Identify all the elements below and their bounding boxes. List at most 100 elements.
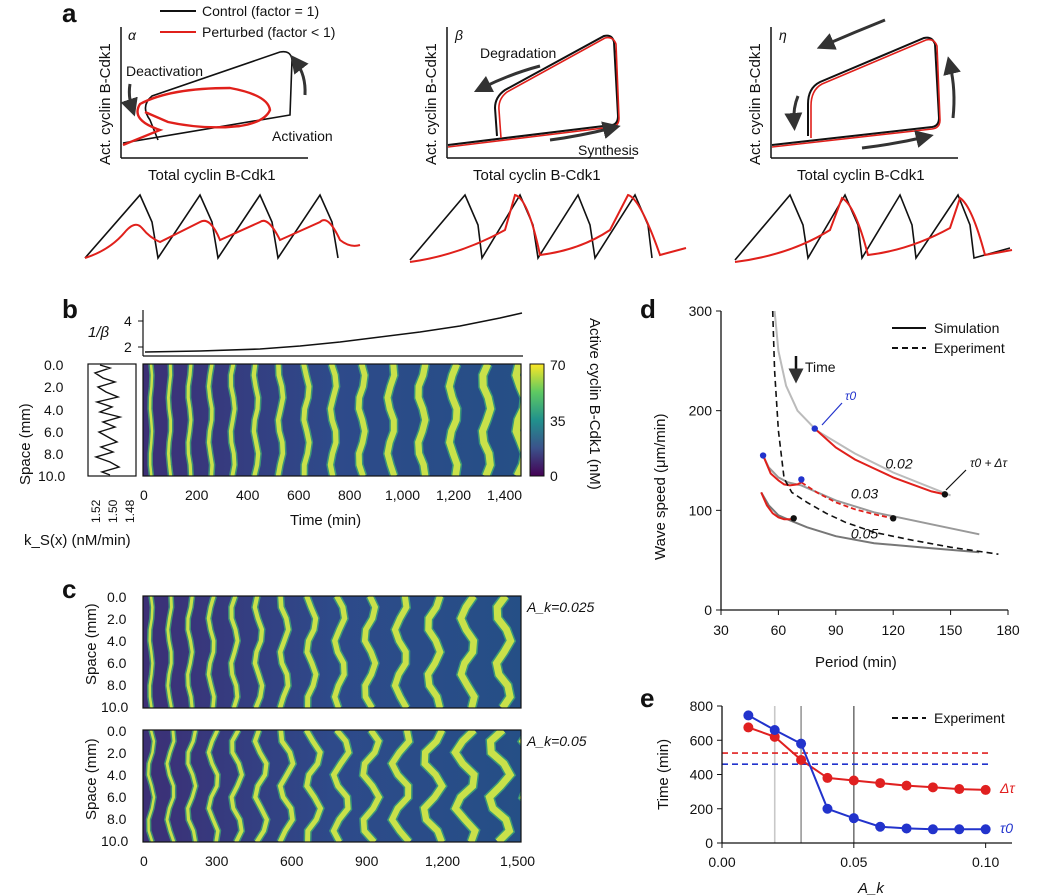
e-point	[822, 772, 833, 783]
d-ylabel: Wave speed (μm/min)	[652, 414, 669, 560]
legend-perturbed-label: Perturbed (factor < 1)	[202, 24, 335, 40]
svg-text:600: 600	[287, 487, 311, 503]
svg-text:6.0: 6.0	[107, 655, 127, 671]
panel-e: e Time (min) 0.00 0.05 0.10 0 200 400 600 800 E…	[640, 683, 1015, 895]
d-xtick-label: 150	[939, 622, 963, 638]
wave-band-core	[610, 596, 627, 708]
svg-text:6.0: 6.0	[44, 424, 64, 440]
d-series-red-0.02	[814, 427, 946, 496]
e-ytick-label: 200	[690, 801, 714, 817]
tau0-pointer	[821, 402, 843, 426]
colorbar: 70 35 0 Active cyclin B-Cdk1 (nM)	[529, 318, 603, 490]
wave-band-core	[301, 364, 312, 476]
ks-xlabel: k_S(x) (nM/min)	[24, 532, 131, 549]
b-yticks: 0.0 2.0 4.0 6.0 8.0 10.0	[38, 357, 65, 484]
d-series-gray-light	[773, 310, 951, 497]
wave-band	[625, 364, 635, 476]
svg-text:6.0: 6.0	[107, 789, 127, 805]
e-point	[769, 724, 780, 735]
wave-band-core	[277, 596, 291, 708]
wave-band	[714, 730, 742, 842]
svg-text:4.0: 4.0	[107, 633, 127, 649]
wave-band-core	[304, 730, 324, 842]
d-ytick-label: 0	[704, 602, 712, 618]
panel-c-label: c	[62, 574, 76, 604]
e-xtick-label: 0.00	[708, 854, 735, 870]
b-ylabel: Space (mm)	[17, 403, 34, 485]
e-point	[954, 784, 965, 795]
wave-band-core	[596, 730, 621, 842]
d-ytick-label: 100	[689, 502, 713, 518]
wave-band-core	[625, 364, 635, 476]
ks-xtick-1: 1.52	[89, 499, 103, 523]
ytick-4: 4	[124, 313, 132, 329]
inverse-beta-label: 1/β	[88, 324, 110, 341]
svg-text:1,400: 1,400	[487, 487, 522, 503]
panel-b-label: b	[62, 294, 78, 324]
wave-band-core	[186, 730, 198, 842]
d-xtick-label: 90	[828, 622, 844, 638]
svg-text:600: 600	[280, 853, 304, 869]
wave-band-core	[229, 730, 244, 842]
d-xtick-label: 60	[771, 622, 787, 638]
wave-band-core	[445, 364, 461, 476]
e-point	[901, 780, 912, 791]
d-point	[759, 452, 767, 459]
d-point	[790, 515, 797, 522]
svg-text:4.0: 4.0	[44, 402, 64, 418]
d-ytick-label: 300	[689, 303, 713, 319]
wave-band-core	[388, 730, 413, 842]
a2-xlabel: Total cyclin B-Cdk1	[473, 167, 601, 184]
e-ytick-label: 600	[690, 732, 714, 748]
e-series-line	[747, 714, 986, 831]
legend-e-experiment: Experiment	[934, 710, 1005, 726]
phase-plot-beta: β Act. cyclin B-Cdk1 Total cyclin B-Cdk1…	[423, 27, 639, 184]
wave-band-core	[252, 730, 270, 842]
c2-ylabel: Space (mm)	[83, 738, 100, 820]
legend-control-label: Control (factor = 1)	[202, 3, 319, 19]
wave-band-core	[485, 730, 515, 842]
d-ytick-label: 200	[689, 403, 713, 419]
wave-band-core	[186, 364, 193, 476]
svg-text:900: 900	[355, 853, 379, 869]
svg-text:10.0: 10.0	[101, 699, 128, 715]
a3-ylabel: Act. cyclin B-Cdk1	[747, 43, 764, 165]
wave-band-core	[714, 730, 742, 842]
wave-band-core	[304, 596, 319, 708]
colorbar-label: Active cyclin B-Cdk1 (nM)	[586, 318, 603, 490]
tau0-label-d: τ0	[845, 389, 856, 403]
svg-text:300: 300	[205, 853, 229, 869]
c1-ylabel: Space (mm)	[83, 603, 100, 685]
wave-band-core	[457, 596, 478, 708]
d-series-gray-mid	[762, 455, 980, 536]
e-ytick-label: 800	[690, 698, 714, 714]
d-series-red-0.03	[762, 455, 802, 487]
wave-band-core	[148, 596, 154, 708]
wave-band-core	[360, 730, 383, 842]
d-series-dashed	[771, 310, 999, 555]
e-point	[822, 803, 833, 814]
wave-band-core	[478, 364, 495, 476]
e-point	[743, 722, 754, 733]
e-point	[980, 824, 991, 835]
wave-band-core	[277, 730, 296, 842]
e-xtick-label: 0.05	[840, 854, 867, 870]
e-ytick-label: 400	[690, 767, 714, 783]
d-curve-label: 0.05	[851, 525, 878, 541]
wave-speed-chart: 30 60 90 120 150 180 0 100 200 300 0.02 0.03 0.05	[689, 303, 1020, 638]
svg-text:2.0: 2.0	[107, 611, 127, 627]
phase-plot-eta: η Act. cyclin B-Cdk1 Total cyclin B-Cdk1	[747, 18, 961, 184]
wave-band-core	[251, 364, 261, 476]
cbar-tick-0: 0	[550, 468, 558, 484]
label-deactivation: Deactivation	[126, 63, 203, 79]
legend-simulation: Simulation	[934, 320, 999, 336]
svg-text:0.0: 0.0	[107, 723, 127, 739]
phase-plot-alpha: α Act. cyclin B-Cdk1 Total cyclin B-Cdk1…	[97, 27, 333, 184]
label-synthesis: Synthesis	[578, 142, 639, 158]
ks-profile-plot: 1.52 1.50 1.48 k_S(x) (nM/min) Space (mm…	[17, 357, 137, 549]
wave-band-core	[165, 730, 176, 842]
e-point	[796, 754, 807, 765]
d-point	[941, 491, 949, 498]
d-series-gray-dark	[760, 491, 980, 554]
